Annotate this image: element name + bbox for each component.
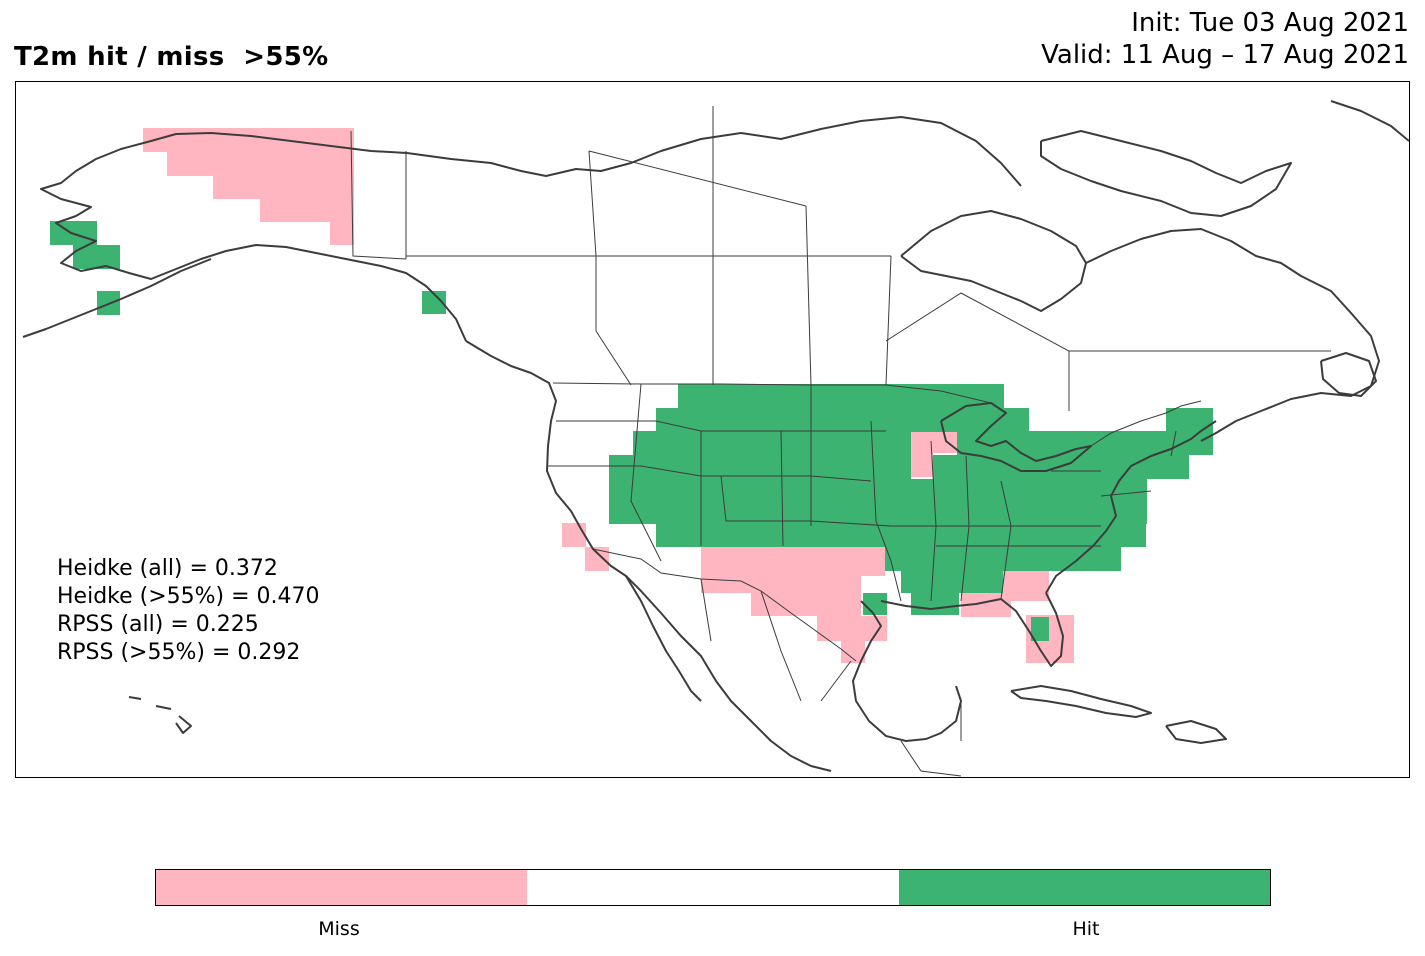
hispaniola [1165, 720, 1227, 744]
colorbar-miss-segment [156, 870, 528, 905]
score-rpss-all: RPSS (all) = 0.225 [57, 612, 259, 637]
hit-cell [911, 593, 959, 615]
great-lakes [940, 402, 1092, 472]
cuba [1010, 685, 1152, 718]
canada-arctic-coast [406, 116, 1022, 187]
miss-cell [841, 641, 865, 663]
hit-cell [1031, 617, 1049, 641]
colorbar-miss-label: Miss [318, 918, 360, 940]
miss-cell [330, 222, 354, 245]
colorbar-neutral-segment [527, 870, 899, 905]
hit-cell [609, 455, 911, 479]
baffin-island [1040, 130, 1292, 217]
forecast-cells [50, 128, 1213, 663]
hit-cell [678, 384, 1004, 408]
miss-cell [143, 128, 354, 152]
coastlines [22, 100, 1409, 772]
hit-cell [957, 431, 1073, 455]
hit-cell [656, 523, 1146, 547]
map-title: T2m hit / miss >55% [14, 42, 329, 72]
newfoundland [1320, 352, 1377, 397]
hit-cell [901, 569, 1003, 593]
init-date: Init: Tue 03 Aug 2021 [1131, 8, 1409, 38]
canada-provinces [405, 106, 1331, 411]
miss-cell [585, 547, 609, 571]
score-heidke-all: Heidke (all) = 0.372 [57, 556, 278, 581]
miss-cell [751, 576, 861, 616]
hit-cell [1073, 431, 1213, 455]
us-states [547, 383, 1177, 602]
score-rpss-55: RPSS (>55%) = 0.292 [57, 640, 301, 665]
hit-cell [863, 593, 887, 615]
miss-cell [260, 199, 354, 222]
greenland-edge [1330, 100, 1409, 142]
us-gulf-shore [880, 592, 1064, 667]
colorbar-hit-segment [898, 870, 1270, 905]
west-coast [465, 340, 832, 772]
miss-cell [817, 616, 887, 641]
mexico-states [700, 578, 962, 777]
us-mexico-border [592, 548, 857, 662]
hit-cell [885, 547, 1121, 571]
hit-cell [678, 523, 701, 547]
valid-range: Valid: 11 Aug – 17 Aug 2021 [1041, 40, 1409, 70]
east-coast [1045, 420, 1217, 594]
skill-scores: Heidke (all) = 0.372 Heidke (>55%) = 0.4… [57, 555, 320, 667]
miss-cell [795, 546, 885, 576]
map-frame [15, 81, 1410, 778]
hit-cell [422, 291, 446, 314]
alaska-coast [40, 132, 467, 342]
score-heidke-55: Heidke (>55%) = 0.470 [57, 584, 320, 609]
miss-cell [911, 431, 957, 453]
baja-california [625, 575, 702, 702]
gulf-coast [852, 600, 962, 742]
hit-cell [609, 479, 1147, 524]
miss-cell [911, 453, 933, 477]
political-borders [350, 106, 1331, 777]
miss-cell [167, 152, 354, 176]
hawaii [128, 696, 192, 734]
map-canvas [22, 100, 1409, 777]
hit-cell [656, 408, 1029, 432]
hit-cell [633, 431, 911, 455]
hudson-bay [900, 210, 1087, 312]
miss-cell [562, 523, 586, 547]
colorbar-hit-label: Hit [1072, 918, 1100, 940]
alaska-canada-border [350, 130, 407, 260]
aleutian-chain [22, 258, 212, 338]
colorbar [155, 869, 1271, 906]
labrador-coast [1085, 228, 1380, 442]
miss-cell [213, 176, 354, 199]
